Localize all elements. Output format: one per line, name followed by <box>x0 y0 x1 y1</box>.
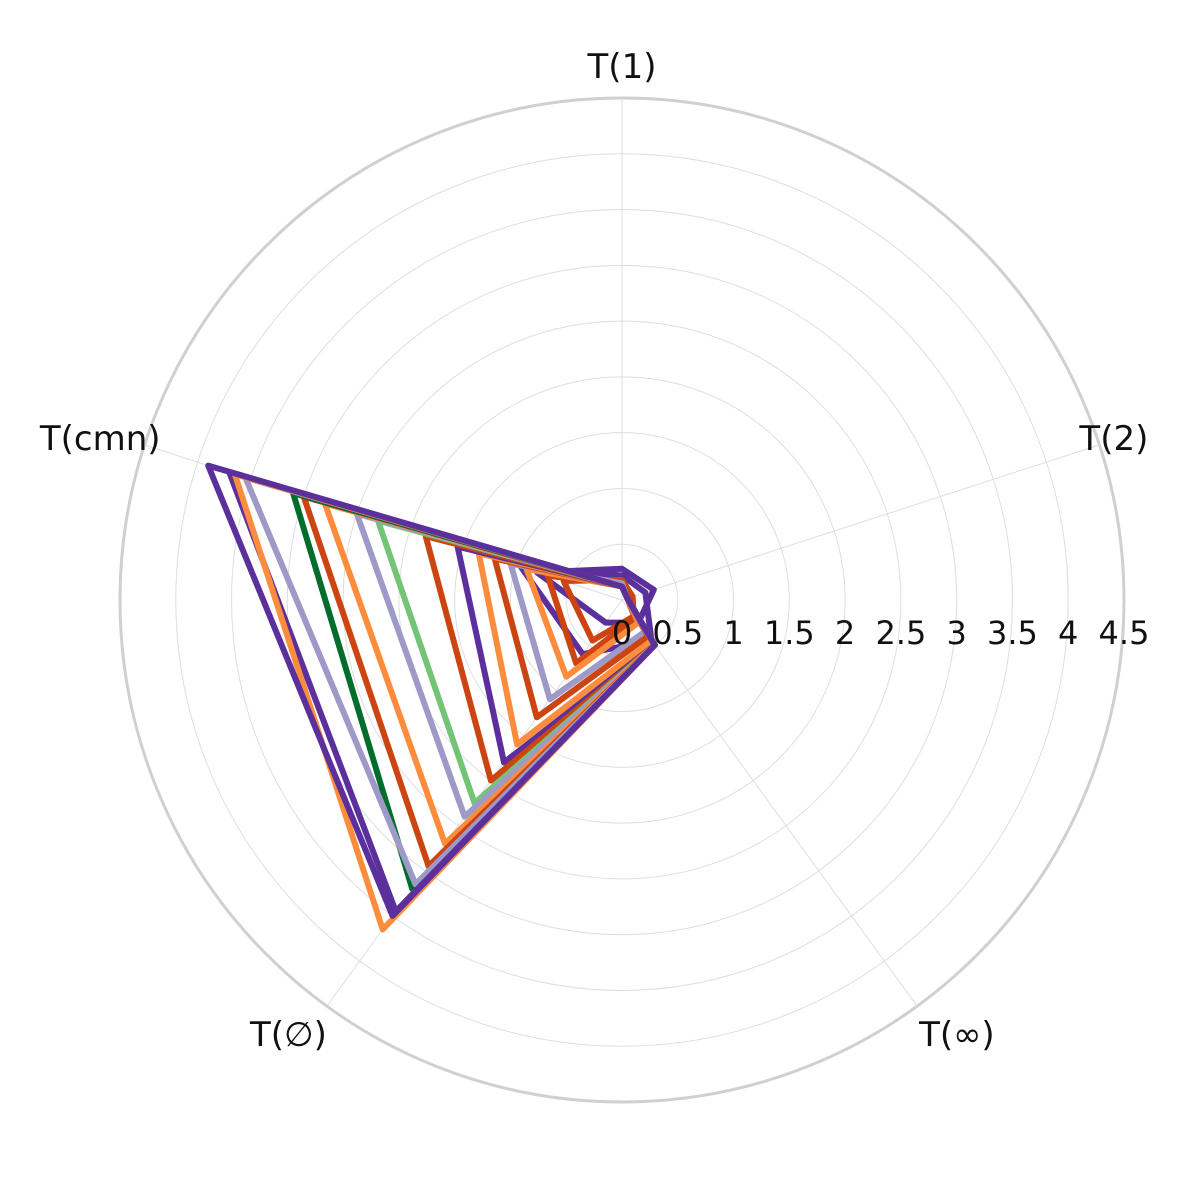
radial-tick-label: 1.5 <box>764 614 815 652</box>
radial-tick-label: 2 <box>835 614 855 652</box>
series-group <box>205 462 658 933</box>
polar-grid <box>118 96 1126 1104</box>
radial-tick-label: 4.5 <box>1099 614 1150 652</box>
radial-tick-label: 2.5 <box>875 614 926 652</box>
axis-label: T(∅) <box>249 1015 327 1055</box>
radial-tick-label: 0.5 <box>652 614 703 652</box>
axis-spoke <box>621 444 1100 601</box>
axis-label: T(2) <box>1078 419 1148 459</box>
radial-tick-label: 0 <box>612 614 632 652</box>
radial-tick-label: 3 <box>946 614 966 652</box>
radial-tick-label: 3.5 <box>987 614 1038 652</box>
axis-labels: T(1) T(2) T(∞) T(∅) T(cmn) 0 0.5 1 1.5 2 2.5 3 3.5 4 4… <box>39 47 1150 1055</box>
axis-label: T(cmn) <box>39 419 161 459</box>
axis-label: T(∞) <box>918 1015 995 1055</box>
radial-tick-label: 4 <box>1058 614 1078 652</box>
axis-spoke <box>621 599 918 1007</box>
radial-tick-label: 1 <box>723 614 743 652</box>
axis-label: T(1) <box>587 47 657 87</box>
series-polygon <box>205 462 658 919</box>
